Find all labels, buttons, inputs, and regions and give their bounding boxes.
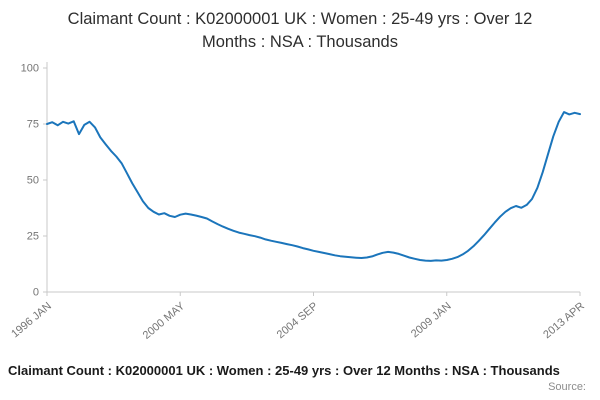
x-tick-label: 2009 JAN xyxy=(409,300,454,340)
chart-title: Claimant Count : K02000001 UK : Women : … xyxy=(67,10,533,52)
x-tick-label: 2004 SEP xyxy=(275,300,321,341)
chart-line xyxy=(46,111,581,262)
y-tick-label: 25 xyxy=(27,231,39,243)
line-chart: 0 25 50 75 100 1996 JAN 2000 MAY 2004 SEP 2009 J… xyxy=(9,62,587,342)
x-tick-label: 2013 APR xyxy=(541,300,587,341)
source-label: Source: xyxy=(548,381,586,393)
y-tick-label: 100 xyxy=(21,63,39,75)
y-tick-label: 0 xyxy=(33,287,39,299)
y-tick-label: 75 xyxy=(27,119,39,131)
y-tick-label: 50 xyxy=(27,175,39,187)
x-tick-label: 1996 JAN xyxy=(9,300,54,340)
footer-caption: Claimant Count : K02000001 UK : Women : … xyxy=(8,363,560,378)
x-tick-label: 2000 MAY xyxy=(141,300,188,342)
